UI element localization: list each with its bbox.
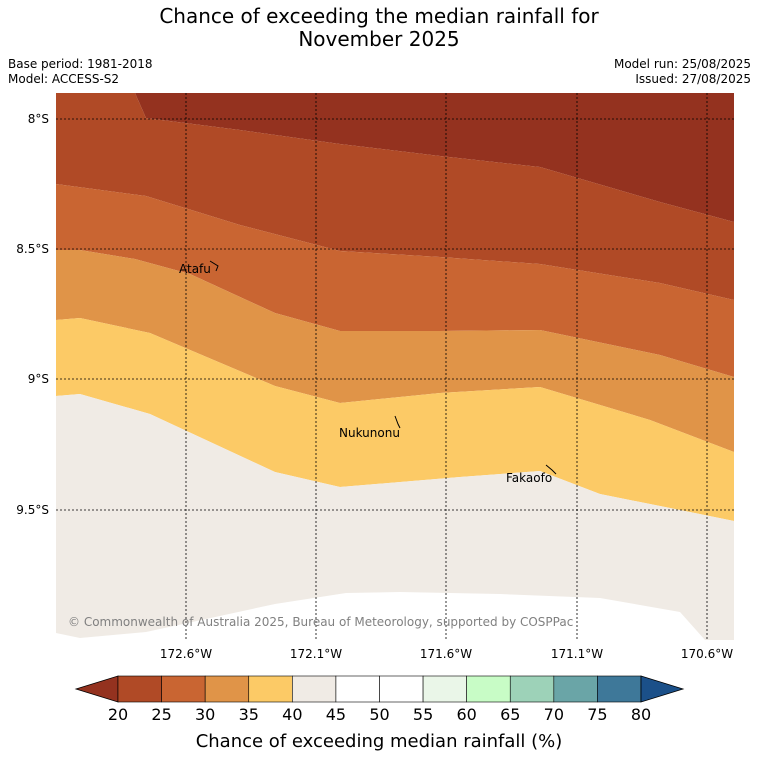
- colorbar-tick-20: 20: [108, 705, 128, 724]
- colorbar-cell-60-65: [466, 675, 511, 703]
- atoll-outline-fakaofo: [545, 464, 557, 475]
- colorbar-tick-70: 70: [544, 705, 564, 724]
- band-30-35: [56, 250, 734, 452]
- band-20-25: [56, 93, 734, 300]
- colorbar-cells: [117, 675, 642, 703]
- colorbar-cell-75-80: [597, 675, 642, 703]
- place-label-nukunonu: Nukunonu: [339, 426, 400, 440]
- band-40-45: [56, 394, 734, 640]
- lon-label-172-1w: 172.1°W: [290, 647, 342, 661]
- issued-label: Issued: 27/08/2025: [635, 72, 751, 86]
- chart-title: Chance of exceeding the median rainfall …: [0, 5, 758, 51]
- lat-label-8-5s: 8.5°S: [16, 242, 49, 256]
- colorbar-tick-25: 25: [151, 705, 171, 724]
- colorbar-cell-35-40: [248, 675, 293, 703]
- band-below-20: [56, 93, 734, 222]
- colorbar-cell-25-30: [161, 675, 206, 703]
- colorbar: 20 25 30 35 40 45 50 55 60 65 70 75 80: [74, 675, 685, 724]
- lat-label-9s: 9°S: [28, 372, 49, 386]
- colorbar-tick-30: 30: [195, 705, 215, 724]
- base-period-label: Base period: 1981-2018: [8, 57, 153, 71]
- lon-label-171-6w: 171.6°W: [420, 647, 472, 661]
- map-panel: Atafu Nukunonu Fakaofo © Commonwealth of…: [56, 93, 734, 640]
- colorbar-high-extend: [640, 675, 685, 703]
- colorbar-cell-70-75: [553, 675, 598, 703]
- band-35-40: [56, 318, 734, 521]
- colorbar-tick-55: 55: [413, 705, 433, 724]
- title-line-1: Chance of exceeding the median rainfall …: [159, 4, 599, 28]
- lat-label-8s: 8°S: [28, 112, 49, 126]
- colorbar-tick-65: 65: [500, 705, 520, 724]
- colorbar-tick-60: 60: [456, 705, 476, 724]
- info-left: Base period: 1981-2018 Model: ACCESS-S2: [8, 57, 153, 87]
- colorbar-cell-65-70: [509, 675, 555, 703]
- colorbar-tick-40: 40: [282, 705, 302, 724]
- colorbar-cell-20-25: [117, 675, 162, 703]
- colorbar-tick-80: 80: [631, 705, 651, 724]
- model-run-label: Model run: 25/08/2025: [613, 57, 751, 71]
- title-line-2: November 2025: [298, 27, 460, 51]
- place-label-fakaofo: Fakaofo: [506, 471, 552, 485]
- colorbar-cell-55-60: [422, 675, 467, 703]
- grid-lines: [56, 93, 734, 640]
- lat-label-9-5s: 9.5°S: [16, 503, 49, 517]
- colorbar-label: Chance of exceeding median rainfall (%): [195, 731, 563, 752]
- colorbar-cell-45-50: [335, 675, 380, 703]
- copyright-text: © Commonwealth of Australia 2025, Bureau…: [68, 615, 573, 629]
- colorbar-tick-45: 45: [326, 705, 346, 724]
- atoll-outlines: [209, 260, 557, 475]
- colorbar-tick-75: 75: [587, 705, 607, 724]
- colorbar-cell-30-35: [204, 675, 250, 703]
- colorbar-cell-50-55: [379, 675, 424, 703]
- model-label: Model: ACCESS-S2: [8, 72, 120, 86]
- colorbar-low-extend: [74, 675, 119, 703]
- lon-label-172-6w: 172.6°W: [160, 647, 212, 661]
- info-right: Model run: 25/08/2025 Issued: 27/08/2025: [614, 57, 751, 87]
- colorbar-tick-50: 50: [369, 705, 389, 724]
- atoll-outline-atafu: [209, 260, 219, 272]
- band-25-30: [56, 184, 734, 377]
- atoll-outline-nukunonu: [394, 415, 401, 429]
- lon-label-170-6w: 170.6°W: [681, 647, 733, 661]
- colorbar-cell-40-45: [292, 675, 337, 703]
- colorbar-tick-35: 35: [239, 705, 259, 724]
- colorbar-tick-labels: 20 25 30 35 40 45 50 55 60 65 70 75 80: [108, 705, 651, 724]
- lon-label-171-1w: 171.1°W: [551, 647, 603, 661]
- place-label-atafu: Atafu: [179, 262, 211, 276]
